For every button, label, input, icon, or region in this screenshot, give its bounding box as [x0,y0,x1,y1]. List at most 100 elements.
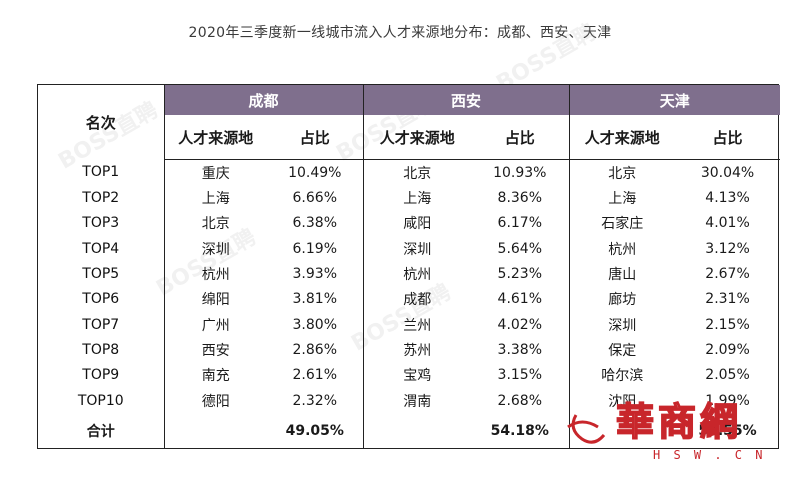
share-cell-xian: 5.64% [497,240,543,257]
table-row: TOP10 德阳 2.32% 渭南 2.68% 沈阳 1.99% [38,388,780,414]
rank-cell: TOP8 [82,342,120,359]
source-cell-tianjin: 廊坊 [568,286,676,313]
share-cell-chengdu: 6.19% [292,240,337,257]
share-cell-xian: 10.93% [493,164,547,181]
source-cell-tianjin: 北京 [568,159,676,186]
source-cell-chengdu: 北京 [163,210,267,237]
share-header: 占比 [471,115,570,160]
total-blank-cell [163,413,267,448]
rank-cell: TOP9 [82,367,120,384]
table-row: TOP4 深圳 6.19% 深圳 5.64% 杭州 3.12% [38,236,780,262]
source-cell-tianjin: 深圳 [568,312,676,338]
share-cell-chengdu: 3.80% [292,316,337,333]
source-cell-xian: 宝鸡 [362,362,472,389]
share-cell-xian: 6.17% [497,215,543,232]
rank-cell: TOP4 [82,240,120,257]
source-cell-chengdu: 深圳 [163,236,267,262]
city-header-chengdu: 成都 [163,85,364,115]
source-cell-chengdu: 德阳 [163,388,267,414]
source-cell-tianjin: 保定 [568,337,676,363]
share-cell-chengdu: 3.81% [292,291,337,308]
rank-cell: TOP10 [77,392,124,409]
rank-cell: TOP2 [82,190,120,207]
source-cell-xian: 上海 [362,185,472,211]
share-cell-chengdu: 2.32% [292,392,337,409]
source-cell-xian: 杭州 [362,261,472,287]
total-value-chengdu: 49.05% [285,422,344,439]
source-cell-xian: 成都 [362,286,472,313]
share-cell-chengdu: 10.49% [288,164,342,181]
source-cell-xian: 深圳 [362,236,472,262]
source-cell-chengdu: 上海 [163,185,267,211]
share-cell-tianjin: 3.12% [705,240,750,257]
city-header-tianjin: 天津 [568,85,781,115]
table-row: TOP6 绵阳 3.81% 成都 4.61% 廊坊 2.31% [38,286,780,313]
total-blank-cell [568,413,676,448]
source-cell-tianjin: 上海 [568,185,676,211]
rank-cell: TOP5 [82,266,120,283]
source-cell-xian: 咸阳 [362,210,472,237]
share-cell-xian: 8.36% [497,190,543,207]
share-cell-xian: 3.38% [497,342,543,359]
share-cell-tianjin: 4.01% [705,215,750,232]
share-cell-xian: 4.61% [497,291,543,308]
rank-cell: TOP7 [82,316,120,333]
source-cell-tianjin: 哈尔滨 [568,362,676,389]
share-cell-tianjin: 2.15% [705,316,750,333]
source-cell-xian: 苏州 [362,337,472,363]
rank-header: 名次 [85,113,116,132]
share-cell-chengdu: 6.38% [292,215,337,232]
share-cell-tianjin: 2.09% [705,342,750,359]
share-cell-tianjin: 2.05% [705,367,750,384]
share-header: 占比 [267,115,364,160]
talent-source-table: 名次 成都 西安 天津 人才来源地 占比 人才来源地 占比 人才来源地 占比 T… [37,84,781,449]
source-header: 人才来源地 [163,115,267,160]
source-cell-xian: 兰州 [362,312,472,338]
source-cell-chengdu: 绵阳 [163,286,267,313]
share-cell-chengdu: 2.61% [292,367,337,384]
share-cell-xian: 4.02% [497,316,543,333]
table-row: TOP2 上海 6.66% 上海 8.36% 上海 4.13% [38,185,780,211]
source-header: 人才来源地 [362,115,472,160]
rank-cell: TOP6 [82,291,120,308]
table-row: TOP1 重庆 10.49% 北京 10.93% 北京 30.04% [38,159,780,186]
source-cell-chengdu: 西安 [163,337,267,363]
source-cell-chengdu: 广州 [163,312,267,338]
total-value-xian: 54.18% [490,422,549,439]
share-header: 占比 [675,115,781,160]
table-row: TOP9 南充 2.61% 宝鸡 3.15% 哈尔滨 2.05% [38,362,780,389]
city-header-xian: 西安 [362,85,570,115]
table-row: TOP5 杭州 3.93% 杭州 5.23% 唐山 2.67% [38,261,780,287]
share-cell-tianjin: 1.99% [705,392,750,409]
rank-cell: TOP3 [82,215,120,232]
total-blank-cell [362,413,472,448]
rank-cell: TOP1 [82,164,120,181]
total-value-tianjin: 54.55% [698,422,757,439]
table-row: TOP3 北京 6.38% 咸阳 6.17% 石家庄 4.01% [38,210,780,237]
share-cell-tianjin: 30.04% [700,164,755,181]
total-row: 合计 49.05% 54.18% 54.55% [38,413,780,448]
source-cell-chengdu: 南充 [163,362,267,389]
share-cell-tianjin: 2.31% [705,291,750,308]
page-title: 2020年三季度新一线城市流入人才来源地分布：成都、西安、天津 [188,25,612,41]
source-header: 人才来源地 [568,115,676,160]
share-cell-xian: 2.68% [497,392,543,409]
source-cell-tianjin: 沈阳 [568,388,676,414]
table-row: TOP8 西安 2.86% 苏州 3.38% 保定 2.09% [38,337,780,363]
share-cell-xian: 3.15% [497,367,543,384]
total-label: 合计 [86,423,115,440]
share-cell-tianjin: 4.13% [705,190,750,207]
share-cell-tianjin: 2.67% [705,266,750,283]
share-cell-xian: 5.23% [497,266,543,283]
source-cell-tianjin: 唐山 [568,261,676,287]
svg-text:H S W . C N: H S W . C N [653,448,765,462]
source-cell-tianjin: 石家庄 [568,210,676,237]
source-cell-chengdu: 杭州 [163,261,267,287]
share-cell-chengdu: 2.86% [292,342,337,359]
share-cell-chengdu: 6.66% [292,190,337,207]
source-cell-xian: 北京 [362,159,472,186]
share-cell-chengdu: 3.93% [292,266,337,283]
source-cell-chengdu: 重庆 [163,159,267,186]
source-cell-tianjin: 杭州 [568,236,676,262]
source-cell-xian: 渭南 [362,388,472,414]
